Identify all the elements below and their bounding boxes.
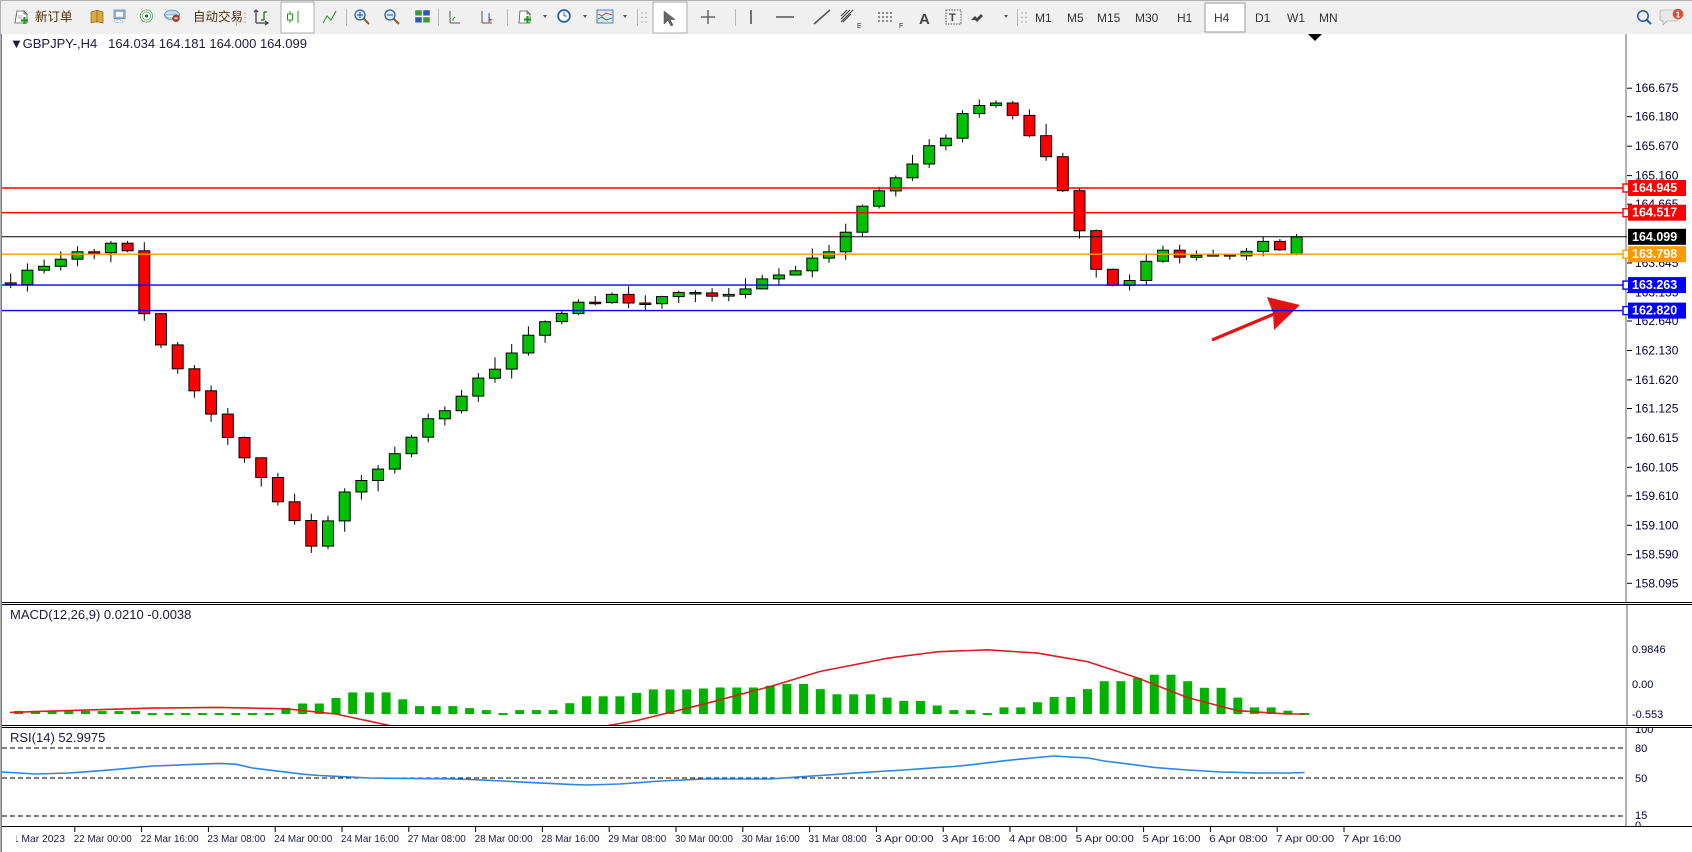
svg-text:159.100: 159.100: [1635, 518, 1679, 532]
svg-text:30 Mar 00:00: 30 Mar 00:00: [675, 834, 733, 845]
svg-text:4 Apr 08:00: 4 Apr 08:00: [1009, 834, 1067, 845]
svg-text:30 Mar 16:00: 30 Mar 16:00: [742, 834, 800, 845]
svg-text:22 Mar 16:00: 22 Mar 16:00: [141, 834, 199, 845]
svg-text:161.125: 161.125: [1635, 402, 1679, 416]
svg-text:0.00: 0.00: [1632, 679, 1653, 691]
svg-text:-0.553: -0.553: [1632, 709, 1663, 721]
svg-text:D1: D1: [1255, 11, 1271, 25]
svg-text:1: 1: [1676, 10, 1681, 20]
svg-text:H4: H4: [1214, 11, 1230, 25]
svg-text:M15: M15: [1097, 11, 1121, 25]
svg-text:21 Mar 2023: 21 Mar 2023: [16, 834, 65, 845]
svg-text:164.945: 164.945: [1632, 181, 1677, 195]
svg-text:163.263: 163.263: [1632, 278, 1677, 292]
svg-text:W1: W1: [1287, 11, 1305, 25]
svg-text:100: 100: [1635, 728, 1653, 736]
svg-text:158.590: 158.590: [1635, 548, 1679, 562]
svg-text:M30: M30: [1135, 11, 1159, 25]
svg-text:H1: H1: [1177, 11, 1193, 25]
svg-text:27 Mar 08:00: 27 Mar 08:00: [408, 834, 466, 845]
svg-text:0.9846: 0.9846: [1632, 644, 1666, 656]
svg-text:162.130: 162.130: [1635, 344, 1679, 358]
svg-text:0: 0: [1635, 820, 1641, 827]
svg-text:自动交易: 自动交易: [193, 9, 243, 24]
svg-text:80: 80: [1635, 743, 1647, 755]
svg-text:M1: M1: [1035, 11, 1052, 25]
svg-text:160.615: 160.615: [1635, 431, 1679, 445]
svg-text:3 Apr 00:00: 3 Apr 00:00: [875, 834, 933, 845]
svg-text:29 Mar 08:00: 29 Mar 08:00: [608, 834, 666, 845]
svg-text:新订单: 新订单: [35, 9, 73, 24]
svg-text:7 Apr 00:00: 7 Apr 00:00: [1276, 834, 1334, 845]
svg-text:50: 50: [1635, 773, 1647, 785]
svg-text:5 Apr 00:00: 5 Apr 00:00: [1076, 834, 1134, 845]
svg-text:166.675: 166.675: [1635, 81, 1679, 95]
svg-text:164.517: 164.517: [1632, 206, 1677, 220]
svg-text:163.798: 163.798: [1632, 247, 1677, 261]
svg-text:5 Apr 16:00: 5 Apr 16:00: [1143, 834, 1201, 845]
svg-text:23 Mar 08:00: 23 Mar 08:00: [207, 834, 265, 845]
svg-text:MN: MN: [1319, 11, 1338, 25]
svg-text:3 Apr 16:00: 3 Apr 16:00: [942, 834, 1000, 845]
svg-text:158.095: 158.095: [1635, 576, 1679, 590]
svg-text:T: T: [949, 12, 956, 24]
svg-text:6 Apr 08:00: 6 Apr 08:00: [1209, 834, 1267, 845]
svg-text:165.670: 165.670: [1635, 139, 1679, 153]
svg-text:24 Mar 00:00: 24 Mar 00:00: [274, 834, 332, 845]
svg-text:22 Mar 00:00: 22 Mar 00:00: [74, 834, 132, 845]
svg-text:159.610: 159.610: [1635, 489, 1679, 503]
svg-text:28 Mar 16:00: 28 Mar 16:00: [541, 834, 599, 845]
svg-text:31 Mar 08:00: 31 Mar 08:00: [809, 834, 867, 845]
svg-text:166.180: 166.180: [1635, 110, 1679, 124]
svg-text:7 Apr 16:00: 7 Apr 16:00: [1343, 834, 1401, 845]
svg-text:28 Mar 00:00: 28 Mar 00:00: [475, 834, 533, 845]
svg-text:24 Mar 16:00: 24 Mar 16:00: [341, 834, 399, 845]
svg-text:161.620: 161.620: [1635, 373, 1679, 387]
svg-text:E: E: [857, 23, 862, 30]
svg-text:M5: M5: [1067, 11, 1084, 25]
svg-text:F: F: [899, 23, 903, 30]
svg-text:160.105: 160.105: [1635, 460, 1679, 474]
svg-text:A: A: [919, 11, 930, 28]
svg-text:164.099: 164.099: [1632, 230, 1677, 244]
svg-text:162.820: 162.820: [1632, 304, 1677, 318]
